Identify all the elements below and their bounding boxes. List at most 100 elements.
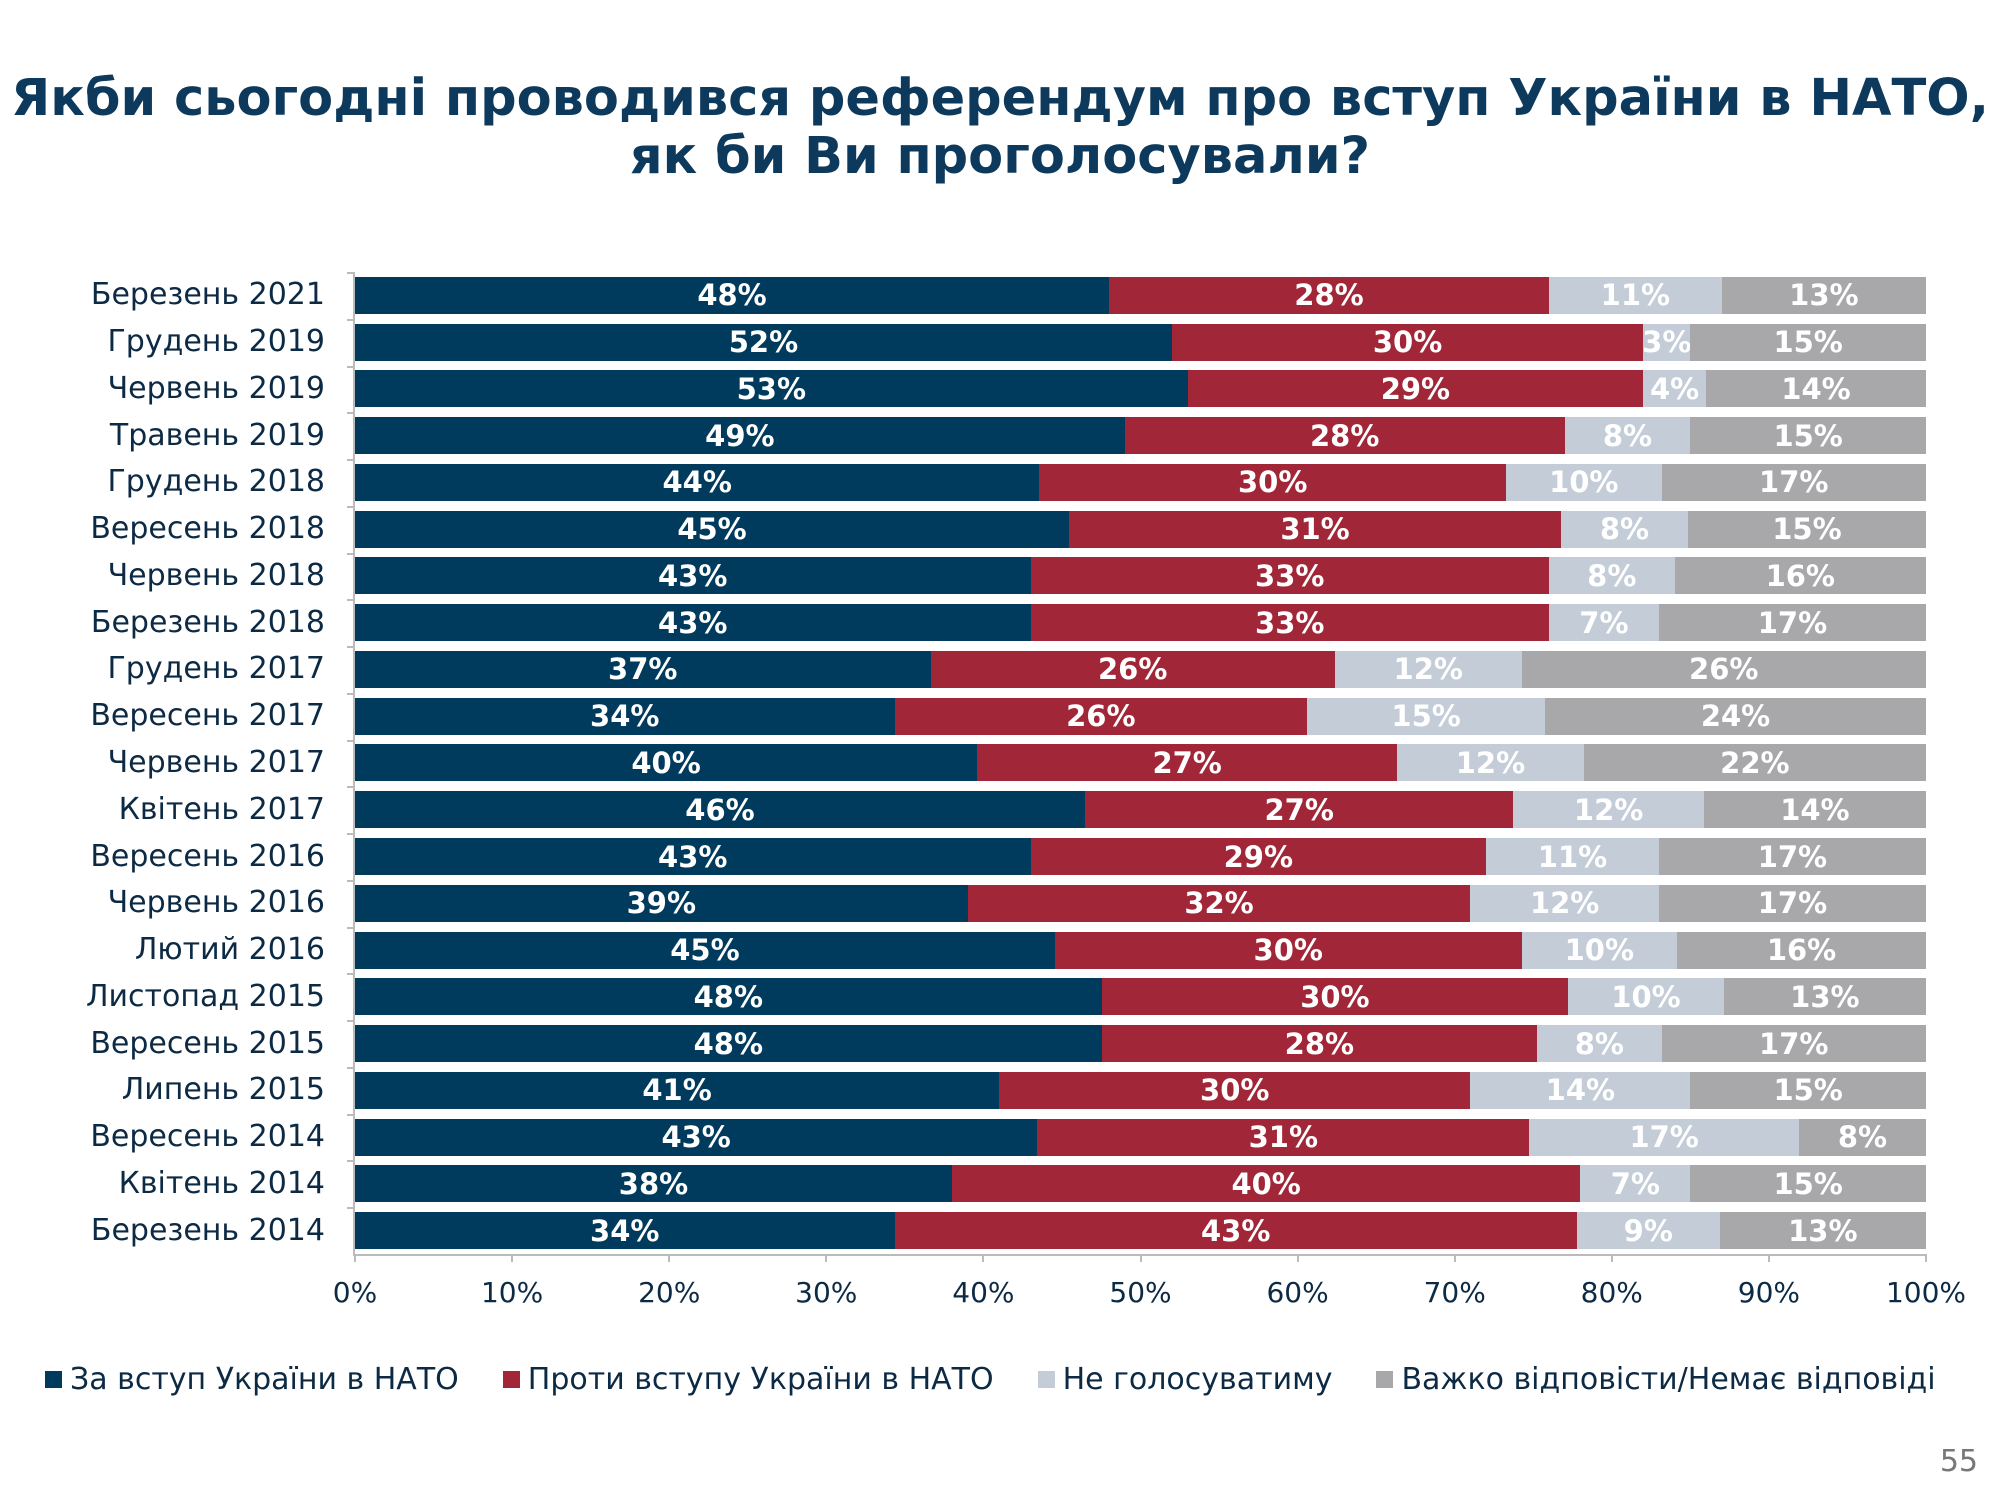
data-label: 17%: [1759, 465, 1829, 500]
bar-segment-2: 29%: [1030, 838, 1487, 875]
category-label: Вересень 2018: [90, 511, 325, 547]
bar-row: 48% 28% 11% 13%: [355, 276, 1926, 314]
bar-segment-4: 22%: [1583, 744, 1926, 782]
bar-segment-1: 49%: [355, 417, 1125, 455]
bar-segment-3: 9%: [1576, 1212, 1720, 1250]
x-tick: [1767, 1254, 1770, 1262]
bar-row: 37% 26% 12% 26%: [355, 650, 1926, 688]
data-label: 14%: [1780, 792, 1850, 827]
data-label: 40%: [1231, 1166, 1301, 1201]
data-label: 16%: [1765, 558, 1835, 593]
data-label: 14%: [1781, 371, 1851, 406]
y-tick: [347, 1113, 355, 1116]
data-label: 15%: [1391, 699, 1461, 734]
data-label: 24%: [1700, 699, 1771, 734]
data-label: 13%: [1788, 1213, 1858, 1248]
data-label: 7%: [1610, 1166, 1660, 1201]
data-label: 30%: [1300, 979, 1370, 1014]
x-tick-label: 100%: [1885, 1276, 1967, 1309]
bar-row: 43% 31% 17% 8%: [355, 1118, 1926, 1156]
legend-label: Не голосуватиму: [1062, 1362, 1333, 1397]
bar-row: 43% 33% 7% 17%: [355, 604, 1926, 642]
data-label: 45%: [670, 933, 740, 968]
data-label: 27%: [1264, 792, 1334, 827]
data-label: 12%: [1529, 886, 1600, 921]
y-tick: [347, 1160, 355, 1163]
data-label: 8%: [1837, 1120, 1888, 1155]
bar-segment-4: 17%: [1661, 463, 1926, 501]
bar-segment-2: 26%: [930, 650, 1335, 688]
data-label: 26%: [1066, 699, 1136, 734]
data-label: 34%: [590, 1213, 660, 1248]
y-tick: [347, 786, 355, 789]
bar-segment-2: 29%: [1187, 370, 1644, 408]
legend-item: Проти вступу України в НАТО: [502, 1362, 994, 1397]
bar-segment-2: 27%: [977, 744, 1398, 782]
x-tick: [1139, 1254, 1142, 1262]
y-axis: [353, 272, 355, 1256]
data-label: 14%: [1545, 1073, 1616, 1108]
data-label: 15%: [1773, 1073, 1843, 1108]
y-tick: [347, 926, 355, 929]
bar-segment-4: 15%: [1690, 1071, 1926, 1109]
data-label: 48%: [697, 278, 767, 313]
bar-row: 45% 31% 8% 15%: [355, 510, 1926, 548]
data-label: 16%: [1766, 933, 1837, 968]
x-tick: [511, 1254, 514, 1262]
bar-segment-2: 30%: [1171, 323, 1644, 361]
bar-segment-3: 8%: [1564, 417, 1691, 455]
page-number: 55: [1939, 1444, 1978, 1479]
bar-segment-1: 37%: [355, 650, 931, 688]
bar-segment-4: 15%: [1690, 323, 1926, 361]
y-tick: [347, 1066, 355, 1069]
category-label: Березень 2018: [90, 604, 325, 640]
x-tick: [1925, 1254, 1927, 1262]
bar-segment-2: 33%: [1030, 604, 1549, 642]
bar-row: 49% 28% 8% 15%: [355, 417, 1926, 455]
data-label: 43%: [658, 558, 728, 593]
bar-segment-3: 8%: [1548, 557, 1675, 595]
x-tick-label: 60%: [1266, 1276, 1329, 1309]
bar-segment-4: 17%: [1658, 838, 1926, 875]
bar-segment-2: 30%: [1101, 978, 1569, 1016]
data-label: 15%: [1773, 1166, 1843, 1201]
bar-segment-3: 10%: [1568, 978, 1724, 1016]
bar-segment-4: 13%: [1719, 1212, 1926, 1250]
legend-swatch: [1037, 1371, 1055, 1388]
category-label: Червень 2019: [107, 370, 325, 406]
data-label: 7%: [1579, 605, 1629, 640]
bar-segment-4: 15%: [1687, 510, 1926, 548]
data-label: 17%: [1757, 886, 1828, 921]
bar-segment-4: 16%: [1677, 931, 1926, 969]
data-label: 39%: [626, 886, 697, 921]
data-label: 12%: [1573, 792, 1644, 827]
bar-segment-2: 30%: [1054, 931, 1522, 969]
y-tick: [347, 833, 355, 836]
legend-label: За вступ України в НАТО: [70, 1362, 459, 1397]
bar-segment-3: 11%: [1548, 276, 1722, 314]
bar-segment-1: 41%: [355, 1071, 1000, 1109]
data-label: 22%: [1720, 745, 1790, 780]
data-label: 38%: [618, 1166, 689, 1201]
y-tick: [347, 879, 355, 882]
bar-segment-1: 43%: [355, 604, 1031, 642]
category-label: Грудень 2019: [107, 324, 325, 360]
bar-row: 46% 27% 12% 14%: [355, 791, 1926, 829]
data-label: 15%: [1773, 325, 1843, 360]
bar-segment-1: 43%: [355, 557, 1031, 595]
data-label: 49%: [705, 418, 775, 453]
data-label: 34%: [590, 699, 660, 734]
bar-segment-2: 27%: [1084, 791, 1514, 829]
bar-segment-4: 8%: [1799, 1118, 1926, 1156]
y-tick: [347, 646, 355, 649]
legend-item: Не голосуватиму: [1037, 1362, 1333, 1397]
category-label: Червень 2016: [107, 885, 325, 921]
data-label: 31%: [1280, 512, 1350, 547]
x-tick: [1453, 1254, 1456, 1262]
data-label: 12%: [1455, 745, 1526, 780]
data-label: 43%: [658, 605, 728, 640]
y-tick: [347, 459, 355, 462]
data-label: 53%: [736, 371, 807, 406]
data-label: 37%: [608, 652, 678, 687]
data-label: 40%: [631, 745, 701, 780]
